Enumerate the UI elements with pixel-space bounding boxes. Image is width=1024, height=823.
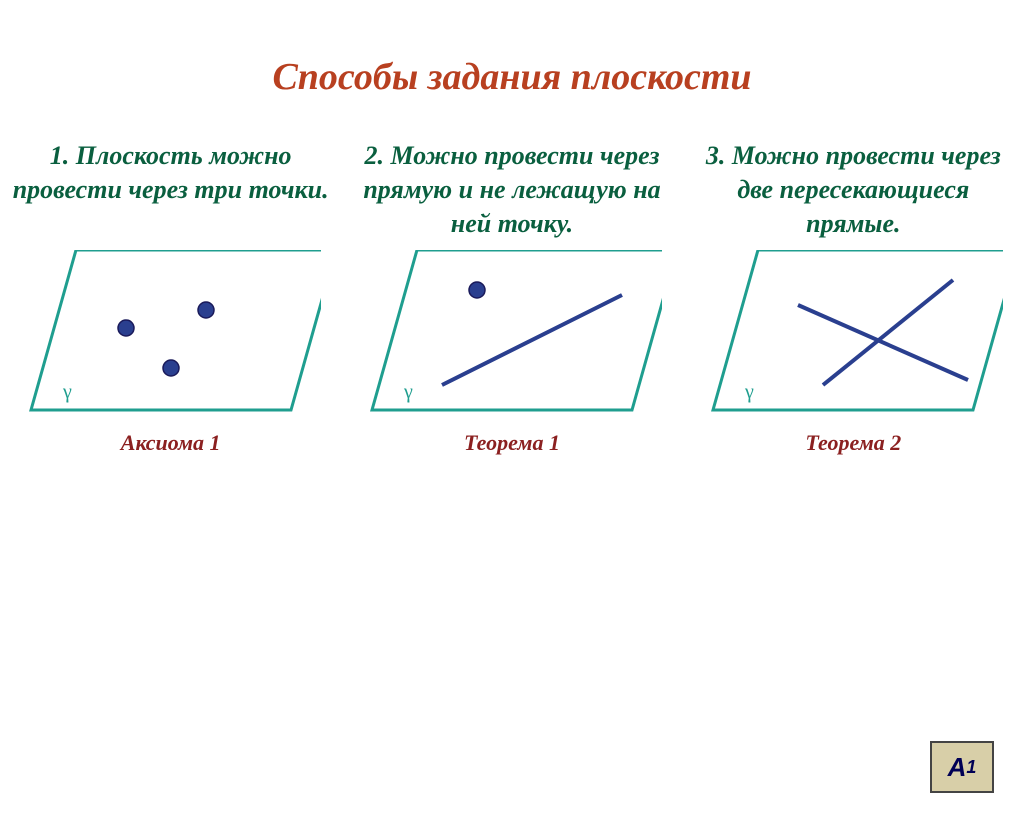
caption-1: Аксиома 1 — [121, 430, 221, 456]
method-3-text: 3. Можно провести через две пересекающие… — [683, 139, 1024, 240]
svg-text:γ: γ — [62, 381, 72, 403]
diagram-3: γ Теорема 2 — [683, 250, 1024, 456]
method-1-text: 1. Плоскость можно провести через три то… — [0, 139, 341, 240]
parallelogram-three-points: γ — [21, 250, 321, 420]
corner-main: А — [948, 752, 967, 783]
parallelogram-two-lines: γ — [703, 250, 1003, 420]
caption-3: Теорема 2 — [805, 430, 901, 456]
diagram-row: γ Аксиома 1 γ Теорема 1 γ Теорема 2 — [0, 250, 1024, 456]
diagram-1: γ Аксиома 1 — [0, 250, 341, 456]
subtitle-row: 1. Плоскость можно провести через три то… — [0, 139, 1024, 240]
parallelogram-line-point: γ — [362, 250, 662, 420]
diagram-2: γ Теорема 1 — [341, 250, 682, 456]
method-2-text: 2. Можно провести через прямую и не лежа… — [341, 139, 682, 240]
corner-sub: 1 — [966, 757, 976, 778]
svg-text:γ: γ — [403, 381, 413, 403]
caption-2: Теорема 1 — [464, 430, 560, 456]
svg-text:γ: γ — [744, 381, 754, 403]
corner-label: А1 — [930, 741, 994, 793]
page-title: Способы задания плоскости — [0, 55, 1024, 99]
